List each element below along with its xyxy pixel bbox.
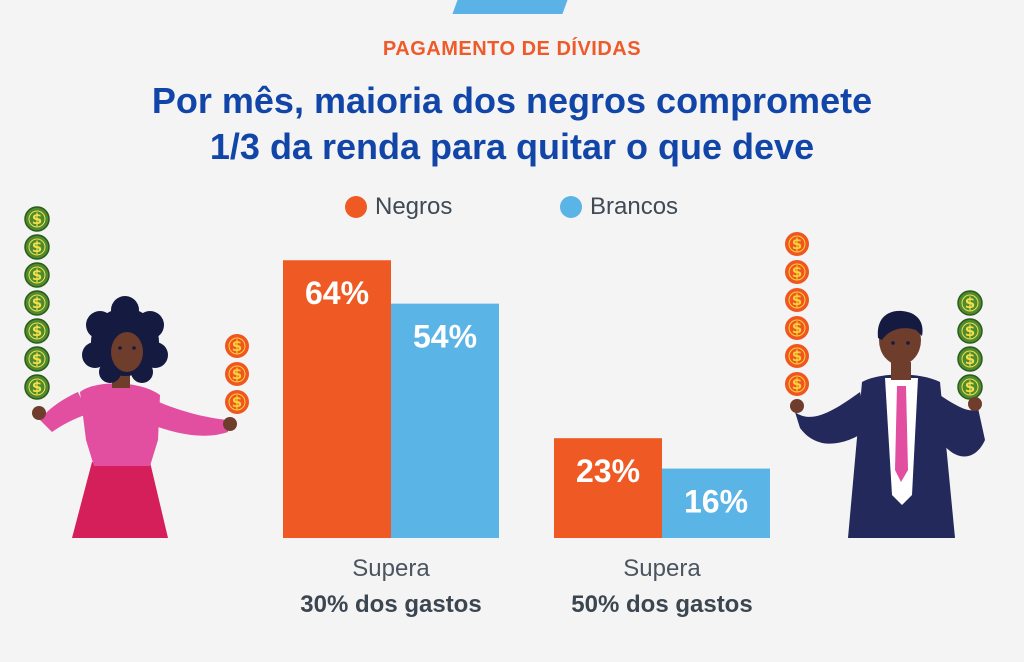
coin-ring-icon bbox=[28, 238, 46, 256]
dollar-sign-icon: $ bbox=[32, 210, 42, 228]
coin-ring-icon bbox=[28, 294, 46, 312]
dollar-sign-icon: $ bbox=[232, 365, 242, 383]
coin-ring-icon bbox=[961, 294, 979, 312]
dollar-sign-icon: $ bbox=[792, 235, 802, 253]
coin-ring-icon bbox=[788, 291, 806, 309]
coin-ring-icon bbox=[961, 378, 979, 396]
title-line-1: Por mês, maioria dos negros compromete bbox=[151, 80, 873, 121]
dollar-sign-icon: $ bbox=[792, 319, 802, 337]
bar-value-labels: 64% 23% 54% 16% bbox=[305, 275, 748, 519]
coin-ring-icon bbox=[28, 266, 46, 284]
dollar-sign-icon: $ bbox=[965, 350, 975, 368]
dollar-sign-icon: $ bbox=[32, 322, 42, 340]
category-label-line2: 30% dos gastos bbox=[300, 591, 481, 618]
coin-ring-icon bbox=[788, 375, 806, 393]
category-label-line1: Supera bbox=[623, 555, 701, 582]
dollar-sign-icon: $ bbox=[792, 347, 802, 365]
dollar-sign-icon: $ bbox=[792, 291, 802, 309]
bar-brancos-2 bbox=[662, 468, 770, 538]
dollar-sign-icon: $ bbox=[32, 350, 42, 368]
bar-negros-2 bbox=[554, 438, 662, 538]
coin-ring-icon bbox=[788, 263, 806, 281]
category-labels: Supera 30% dos gastos Supera 50% dos gastos bbox=[300, 555, 752, 618]
chart-title: Por mês, maioria dos negros compromete 1… bbox=[0, 78, 1024, 170]
dollar-sign-icon: $ bbox=[32, 238, 42, 256]
coin-ring-icon bbox=[961, 350, 979, 368]
coin-ring-icon bbox=[228, 393, 246, 411]
coin-stack-green-icon: $ $ $ $ $ $ $ bbox=[24, 206, 50, 400]
legend-item-negros: Negros bbox=[345, 193, 452, 221]
category-label-line1: Supera bbox=[352, 555, 430, 582]
coin-stack-orange-icon: $ $ $ bbox=[225, 334, 249, 414]
legend-swatch-negros bbox=[345, 196, 367, 218]
coin-ring-icon bbox=[28, 322, 46, 340]
coin-ring-icon bbox=[28, 378, 46, 396]
dollar-sign-icon: $ bbox=[792, 375, 802, 393]
coin-ring-icon bbox=[28, 350, 46, 368]
bar-negros-1 bbox=[283, 260, 391, 538]
dollar-sign-icon: $ bbox=[32, 266, 42, 284]
dollar-sign-icon: $ bbox=[965, 378, 975, 396]
dollar-sign-icon: $ bbox=[232, 337, 242, 355]
bar-brancos-1 bbox=[391, 303, 499, 538]
title-line-2: 1/3 da renda para quitar o que deve bbox=[209, 126, 815, 167]
dollar-sign-icon: $ bbox=[965, 322, 975, 340]
coin-stack-green-icon: $ $ $ $ bbox=[957, 290, 983, 400]
coin-ring-icon bbox=[961, 322, 979, 340]
category-label-line2: 50% dos gastos bbox=[571, 591, 752, 618]
coin-stack-orange-icon: $ $ $ $ $ $ bbox=[785, 232, 809, 396]
bar-value-label: 23% bbox=[576, 453, 640, 489]
dollar-sign-icon: $ bbox=[965, 294, 975, 312]
dollar-sign-icon: $ bbox=[232, 393, 242, 411]
coin-ring-icon bbox=[788, 319, 806, 337]
dollar-sign-icon: $ bbox=[32, 378, 42, 396]
coin-ring-icon bbox=[228, 337, 246, 355]
bar-value-label: 54% bbox=[413, 319, 477, 355]
dollar-sign-icon: $ bbox=[32, 294, 42, 312]
bar-value-label: 64% bbox=[305, 275, 369, 311]
kicker-label: PAGAMENTO DE DÍVIDAS bbox=[382, 38, 642, 60]
dollar-sign-icon: $ bbox=[792, 263, 802, 281]
woman-holding-coins-icon: $ $ $ $ $ $ $ $ $ $ bbox=[24, 206, 249, 538]
legend-swatch-brancos bbox=[560, 196, 582, 218]
coin-ring-icon bbox=[788, 235, 806, 253]
legend-label-negros: Negros bbox=[375, 193, 453, 220]
coin-ring-icon bbox=[228, 365, 246, 383]
legend-label-brancos: Brancos bbox=[590, 193, 679, 220]
bars-group bbox=[283, 260, 770, 538]
man-holding-coins-icon: $ $ $ $ $ $ $ $ $ $ bbox=[785, 232, 985, 538]
coin-ring-icon bbox=[28, 210, 46, 228]
coin-ring-icon bbox=[788, 347, 806, 365]
legend-item-brancos: Brancos bbox=[560, 193, 678, 221]
bar-value-label: 16% bbox=[684, 484, 748, 520]
